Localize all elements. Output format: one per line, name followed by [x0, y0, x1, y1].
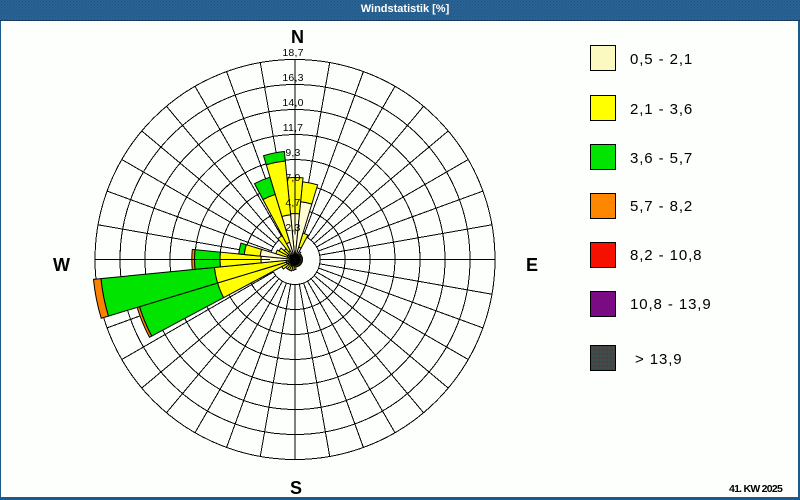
- svg-text:2,3: 2,3: [285, 222, 300, 234]
- svg-text:11,7: 11,7: [283, 122, 303, 134]
- svg-text:18,7: 18,7: [282, 47, 303, 59]
- svg-text:9,3: 9,3: [285, 147, 300, 159]
- svg-text:7,0: 7,0: [285, 172, 300, 184]
- svg-text:16,3: 16,3: [282, 72, 303, 84]
- svg-text:4,7: 4,7: [285, 197, 300, 209]
- svg-text:14,0: 14,0: [282, 97, 303, 109]
